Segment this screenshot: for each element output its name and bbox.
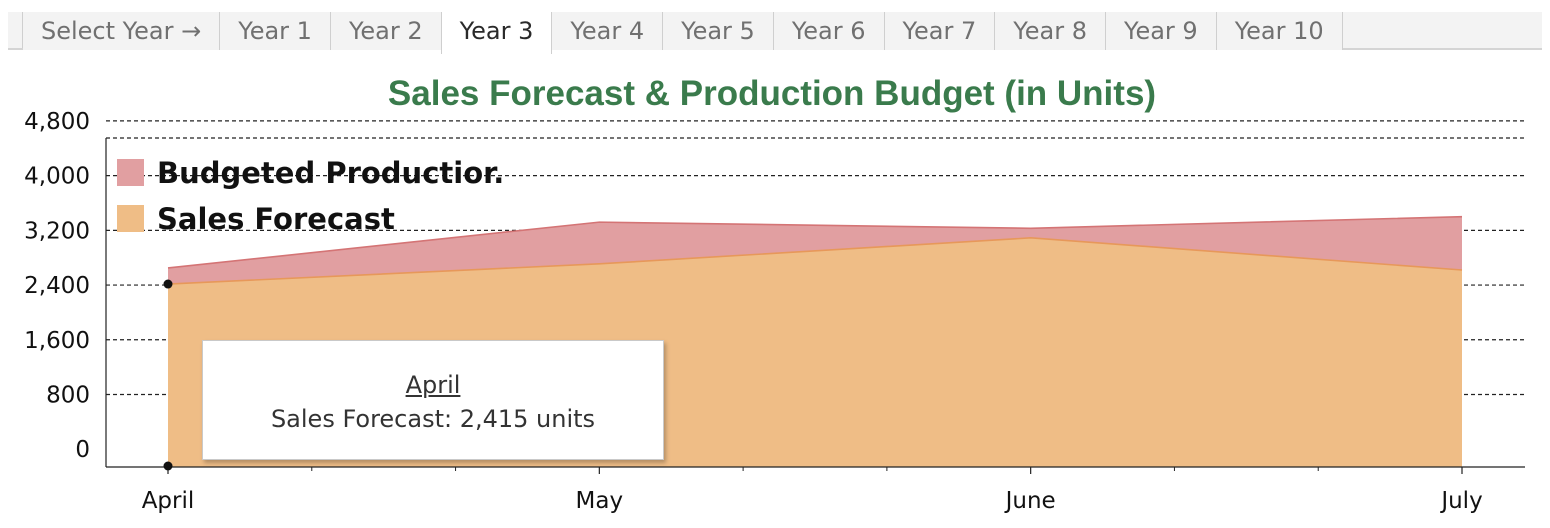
tab-year-6[interactable]: Year 6: [773, 12, 885, 50]
tab-select-year[interactable]: Select Year →: [23, 12, 221, 50]
highlight-marker: [163, 279, 173, 289]
tab-year-7[interactable]: Year 7: [884, 12, 996, 50]
tab-year-10[interactable]: Year 10: [1216, 12, 1343, 50]
legend-label: Budgeted Productior.: [157, 156, 504, 190]
y-tick-label: 0: [75, 437, 90, 463]
legend-swatch: [117, 205, 144, 232]
x-tick-label: May: [576, 488, 624, 514]
y-tick-label: 1,600: [24, 328, 90, 354]
year-tab-bar: Select Year → Year 1 Year 2 Year 3 Year 4 Yea…: [8, 12, 1542, 54]
tab-year-2[interactable]: Year 2: [330, 12, 442, 50]
y-tick-label: 4,000: [24, 164, 90, 190]
chart-legend: Budgeted Productior. Sales Forecast: [117, 156, 504, 236]
tab-bar-lead: [8, 12, 23, 48]
x-tick-label: June: [1004, 488, 1056, 514]
tab-year-5[interactable]: Year 5: [663, 12, 774, 50]
line-series-1: [167, 237, 1463, 285]
line-series-0: [167, 215, 1463, 269]
chart-markers: [163, 279, 173, 471]
tab-year-1[interactable]: Year 1: [220, 12, 331, 50]
tab-list: Select Year → Year 1 Year 2 Year 3 Year 4 Yea…: [23, 12, 1343, 54]
chart-axes: April May June July: [105, 138, 1525, 514]
y-tick-label: 800: [46, 382, 90, 408]
tab-year-4[interactable]: Year 4: [552, 12, 664, 50]
tooltip: April Sales Forecast: 2,415 units: [202, 340, 664, 460]
y-tick-label: 3,200: [24, 218, 90, 244]
highlight-marker-base: [163, 461, 173, 471]
legend-swatch: [117, 159, 144, 186]
tab-year-9[interactable]: Year 9: [1105, 12, 1217, 50]
tooltip-value: Sales Forecast: 2,415 units: [270, 405, 596, 433]
x-tick-label: April: [142, 488, 195, 514]
tooltip-month: April: [405, 371, 461, 399]
tab-year-8[interactable]: Year 8: [995, 12, 1106, 50]
y-tick-label: 2,400: [24, 273, 90, 299]
chart-title: Sales Forecast & Production Budget (in U…: [387, 74, 1157, 113]
legend-label: Sales Forecast: [157, 202, 395, 236]
x-tick-label: July: [1439, 488, 1482, 514]
y-tick-label: 4,800: [24, 109, 90, 135]
tab-year-3[interactable]: Year 3: [440, 12, 553, 54]
